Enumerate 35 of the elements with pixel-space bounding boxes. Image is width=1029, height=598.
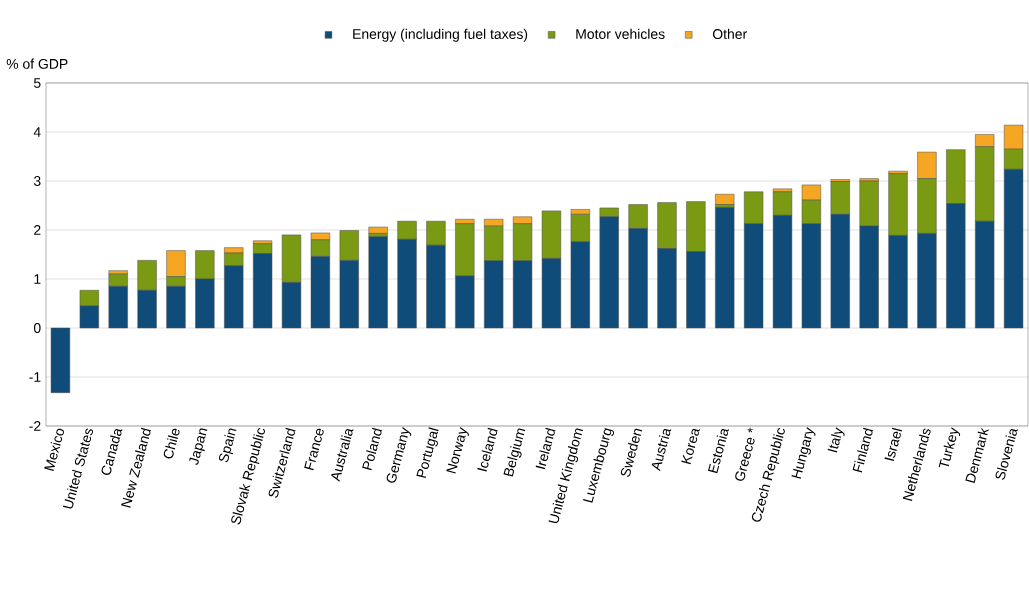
x-tick-label: Portugal: [416, 427, 439, 479]
x-tick-label: Ireland: [535, 427, 556, 470]
x-tick-label: Spain: [218, 428, 237, 463]
x-tick-label: Austria: [651, 429, 672, 472]
x-tick-label: Slovenia: [995, 429, 1018, 480]
x-tick-label: Estonia: [707, 429, 729, 474]
x-tick-label: France: [304, 428, 324, 471]
x-tick-label: Finland: [852, 427, 874, 473]
legend-label: Energy (including fuel taxes): [353, 28, 528, 42]
x-tick-label: Australia: [331, 429, 354, 482]
y-tick-label: 5: [33, 78, 41, 88]
x-tick-label: Iceland: [477, 427, 498, 472]
x-tick-label: Chile: [163, 428, 180, 459]
y-tick-label: 2: [34, 225, 41, 235]
y-tick-label: 0: [33, 323, 41, 333]
y-tick-label: 3: [33, 176, 41, 186]
x-tick-label: Poland: [362, 427, 383, 471]
y-tick-label: 4: [33, 127, 41, 137]
y-tick-label: -1: [29, 372, 41, 382]
x-tick-label: Canada: [101, 429, 123, 475]
x-tick-label: Israel: [884, 427, 903, 462]
x-tick-label: Turkey: [938, 427, 961, 468]
legend-label: Motor vehicles: [576, 28, 665, 39]
legend-label: Other: [712, 28, 747, 39]
y-tick-label: -2: [29, 421, 41, 431]
y-axis-title: % of GDP: [6, 58, 68, 69]
y-tick-label: 1: [34, 274, 41, 284]
x-tick-label: Greece *: [735, 427, 755, 481]
x-tick-label: Korea: [681, 428, 700, 465]
x-tick-label: Japan: [189, 428, 208, 465]
x-tick-label: Norway: [446, 427, 469, 474]
x-tick-label: Italy: [827, 427, 845, 453]
x-tick-label: Belgium: [503, 428, 526, 477]
x-tick-label: Sweden: [620, 428, 643, 477]
x-tick-label: Mexico: [44, 428, 64, 471]
